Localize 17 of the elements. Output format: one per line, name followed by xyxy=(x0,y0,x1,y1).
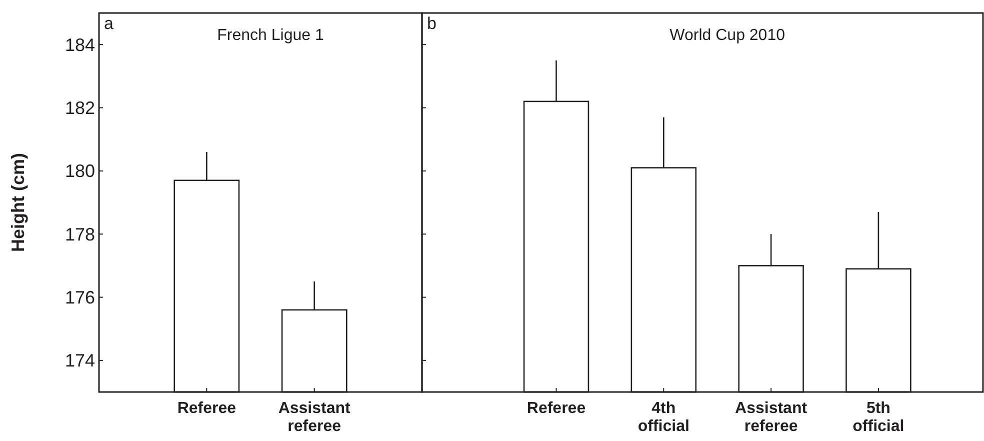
y-tick-label: 174 xyxy=(64,350,95,371)
x-tick-label: Referee xyxy=(177,400,236,417)
annotation: a xyxy=(104,14,114,33)
text: World Cup 2010 xyxy=(670,27,786,44)
x-tick-label: Assistant referee xyxy=(278,400,352,435)
x-tick-label: 4th official xyxy=(638,400,690,435)
annotation: b xyxy=(427,14,436,33)
y-axis-title: Height (cm) xyxy=(8,152,28,252)
y-tick-label: 178 xyxy=(64,224,95,244)
x-tick-label: Referee xyxy=(526,400,586,417)
x-tick-label: Assistant referee xyxy=(735,400,808,435)
y-tick-label: 176 xyxy=(64,288,95,308)
text: French Ligue 1 xyxy=(217,27,324,44)
y-tick-label: 184 xyxy=(64,34,95,55)
x-tick-label: 5th official xyxy=(852,400,904,435)
y-tick-label: 182 xyxy=(64,98,95,118)
y-tick-label: 180 xyxy=(64,161,95,182)
